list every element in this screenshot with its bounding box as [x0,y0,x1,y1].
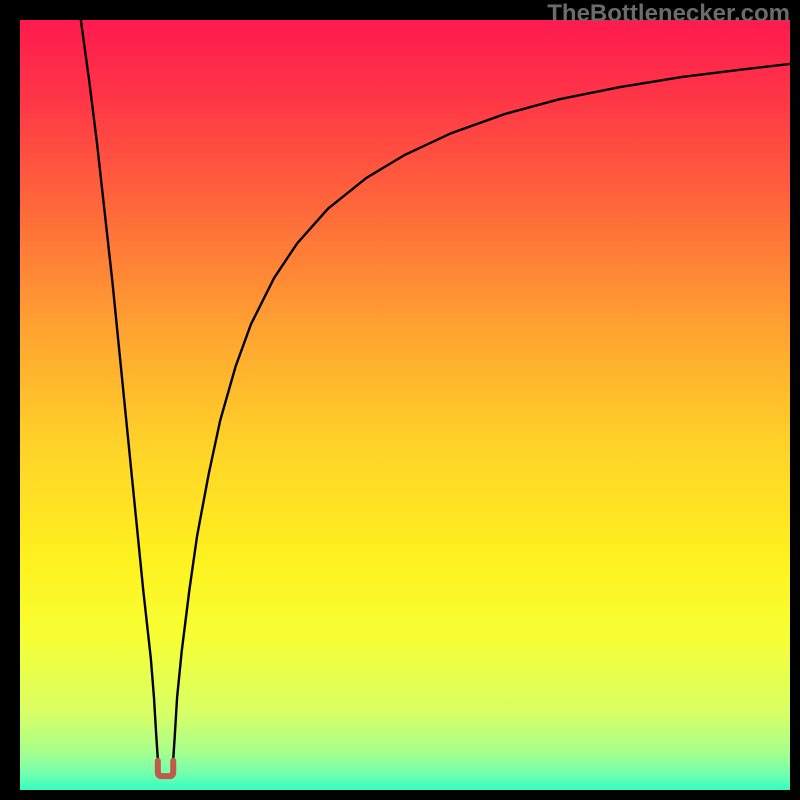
chart-svg [0,0,800,800]
plot-background [20,20,790,790]
watermark-text: TheBottlenecker.com [547,0,790,28]
chart-root: TheBottlenecker.com [0,0,800,800]
